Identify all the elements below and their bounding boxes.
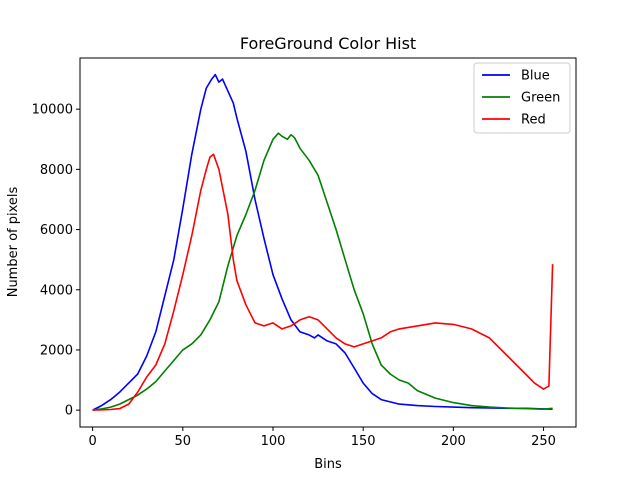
x-tick-label: 50 xyxy=(175,434,192,449)
legend-label-red: Red xyxy=(521,113,546,128)
x-tick-label: 250 xyxy=(531,434,556,449)
legend-label-green: Green xyxy=(521,91,560,106)
y-tick-label: 8000 xyxy=(40,163,73,178)
y-tick-label: 6000 xyxy=(40,223,73,238)
x-axis-ticks: 0 50 100 150 200 250 xyxy=(88,427,556,449)
series-layer xyxy=(92,73,554,411)
series-line-green xyxy=(92,132,553,411)
y-tick-label: 2000 xyxy=(40,343,73,358)
y-axis-label: Number of pixels xyxy=(6,186,21,297)
x-tick-label: 0 xyxy=(88,434,96,449)
series-line-blue xyxy=(92,73,553,411)
y-tick-label: 4000 xyxy=(40,283,73,298)
y-axis-ticks: 0 2000 4000 6000 8000 10000 xyxy=(32,103,80,419)
legend-label-blue: Blue xyxy=(521,69,550,84)
x-axis-label: Bins xyxy=(314,457,342,472)
y-tick-label: 10000 xyxy=(32,103,73,118)
x-tick-label: 200 xyxy=(441,434,466,449)
plot-frame xyxy=(79,57,577,428)
chart-title: ForeGround Color Hist xyxy=(240,34,416,53)
y-tick-label: 0 xyxy=(65,404,73,419)
legend-box xyxy=(473,62,571,134)
x-tick-label: 150 xyxy=(351,434,376,449)
legend: Blue Green Red xyxy=(473,62,571,134)
series-line-red xyxy=(92,153,554,411)
x-tick-label: 100 xyxy=(261,434,286,449)
